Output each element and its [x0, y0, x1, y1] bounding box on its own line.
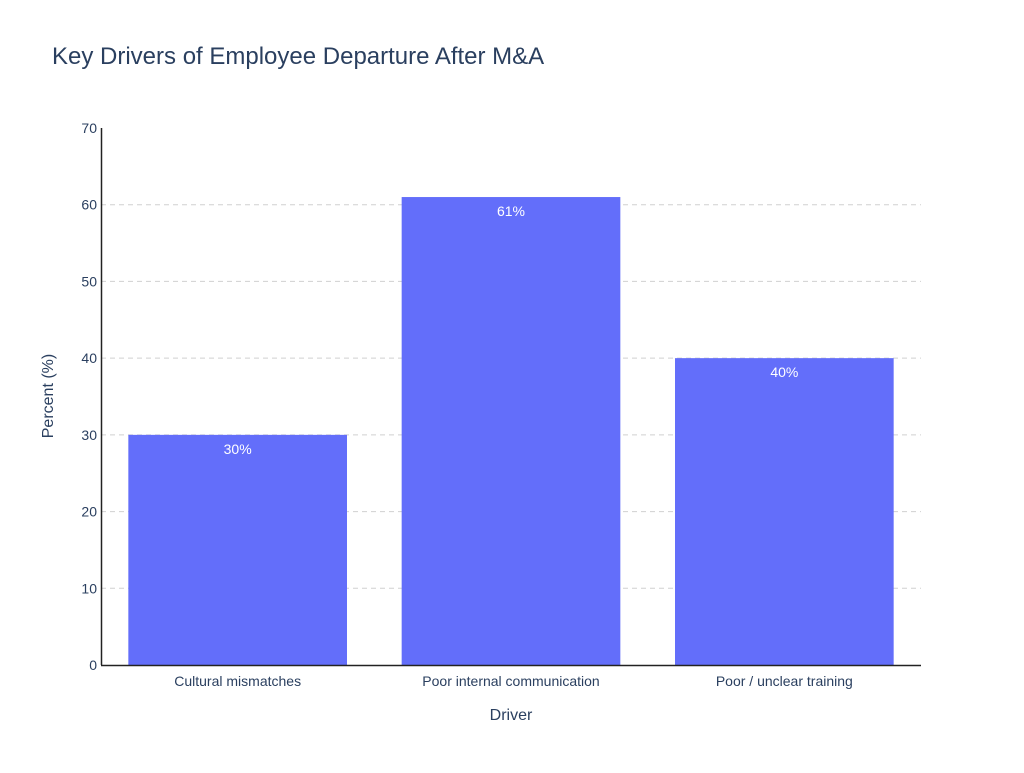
x-tick-labels: Cultural mismatches Poor internal communi…: [174, 673, 853, 689]
x-axis-title: Driver: [490, 707, 533, 724]
x-tick-label: Poor internal communication: [422, 673, 599, 689]
bar-data-label: 61%: [497, 203, 525, 219]
y-tick-label: 50: [81, 273, 97, 289]
y-axis-title: Percent (%): [40, 354, 57, 438]
y-tick-label: 10: [81, 580, 97, 596]
bar: [401, 197, 621, 666]
bars: 30% 61% 40%: [128, 197, 894, 666]
chart-title: Key Drivers of Employee Departure After …: [52, 43, 544, 70]
y-tick-label: 70: [81, 120, 97, 136]
y-tick-label: 30: [81, 427, 97, 443]
y-tick-label: 0: [89, 657, 97, 673]
bar: [675, 358, 894, 665]
bar-data-label: 40%: [770, 364, 798, 380]
y-tick-label: 20: [81, 504, 97, 520]
x-tick-label: Cultural mismatches: [174, 673, 301, 689]
y-tick-label: 40: [81, 350, 97, 366]
bar: [128, 434, 347, 665]
x-tick-label: Poor / unclear training: [716, 673, 853, 689]
y-tick-label: 60: [81, 197, 97, 213]
bar-data-label: 30%: [224, 441, 252, 457]
y-tick-labels: 0 10 20 30 40 50 60 70: [81, 120, 97, 673]
